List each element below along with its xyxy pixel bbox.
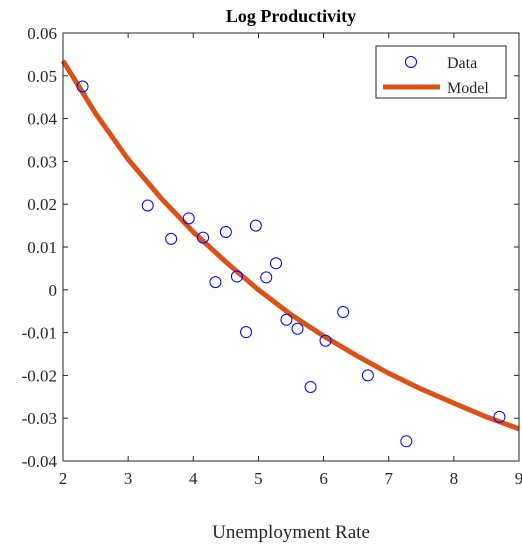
y-tick-label: 0	[49, 281, 58, 300]
data-point	[260, 271, 273, 284]
x-tick-label: 3	[124, 469, 133, 488]
data-point	[240, 326, 253, 339]
data-layer	[76, 80, 506, 448]
data-point	[182, 212, 195, 225]
data-point	[165, 232, 178, 245]
data-point	[361, 369, 374, 382]
data-point	[219, 226, 232, 239]
y-tick-label: -0.03	[22, 409, 57, 428]
data-point	[280, 313, 293, 326]
data-point	[209, 276, 222, 289]
y-tick-label: 0.06	[27, 24, 57, 43]
data-point	[493, 410, 506, 423]
data-point	[304, 380, 317, 393]
x-tick-label: 6	[319, 469, 328, 488]
legend: Data Model	[375, 45, 507, 99]
plot-area	[63, 33, 519, 461]
data-point	[270, 257, 283, 270]
y-tick-label: 0.02	[27, 195, 57, 214]
x-axis-label: Unemployment Rate	[212, 522, 370, 543]
data-point	[319, 334, 332, 347]
x-tick-label: 2	[59, 469, 68, 488]
x-tick-label: 9	[515, 469, 522, 488]
y-tick-label: -0.04	[22, 452, 58, 471]
ticks-layer: 2 3 4 5 6 7 8 9 -0.04 -0.03 -0.02 -0.01 0 0.01 0.02 0.0…	[22, 24, 522, 488]
x-tick-label: 7	[384, 469, 393, 488]
legend-label-model: Model	[447, 80, 489, 97]
y-tick-label: 0.04	[27, 110, 57, 129]
data-point	[291, 322, 304, 335]
legend-label-data: Data	[447, 55, 477, 72]
data-point	[337, 306, 350, 319]
x-tick-label: 5	[254, 469, 263, 488]
model-layer	[60, 59, 520, 432]
model-line	[60, 59, 520, 432]
y-tick-label: -0.02	[22, 366, 57, 385]
y-tick-label: -0.01	[22, 324, 57, 343]
y-tick-label: 0.01	[27, 238, 57, 257]
y-tick-label: 0.03	[27, 152, 57, 171]
data-point	[230, 270, 243, 283]
chart-title: Log Productivity	[226, 6, 356, 26]
data-point	[76, 80, 89, 93]
data-point	[249, 219, 262, 232]
data-point	[141, 199, 154, 212]
data-point	[400, 435, 413, 448]
x-tick-label: 4	[189, 469, 198, 488]
x-tick-label: 8	[450, 469, 459, 488]
data-point	[197, 231, 210, 244]
legend-marker-data	[405, 56, 417, 68]
y-tick-label: 0.05	[27, 67, 57, 86]
